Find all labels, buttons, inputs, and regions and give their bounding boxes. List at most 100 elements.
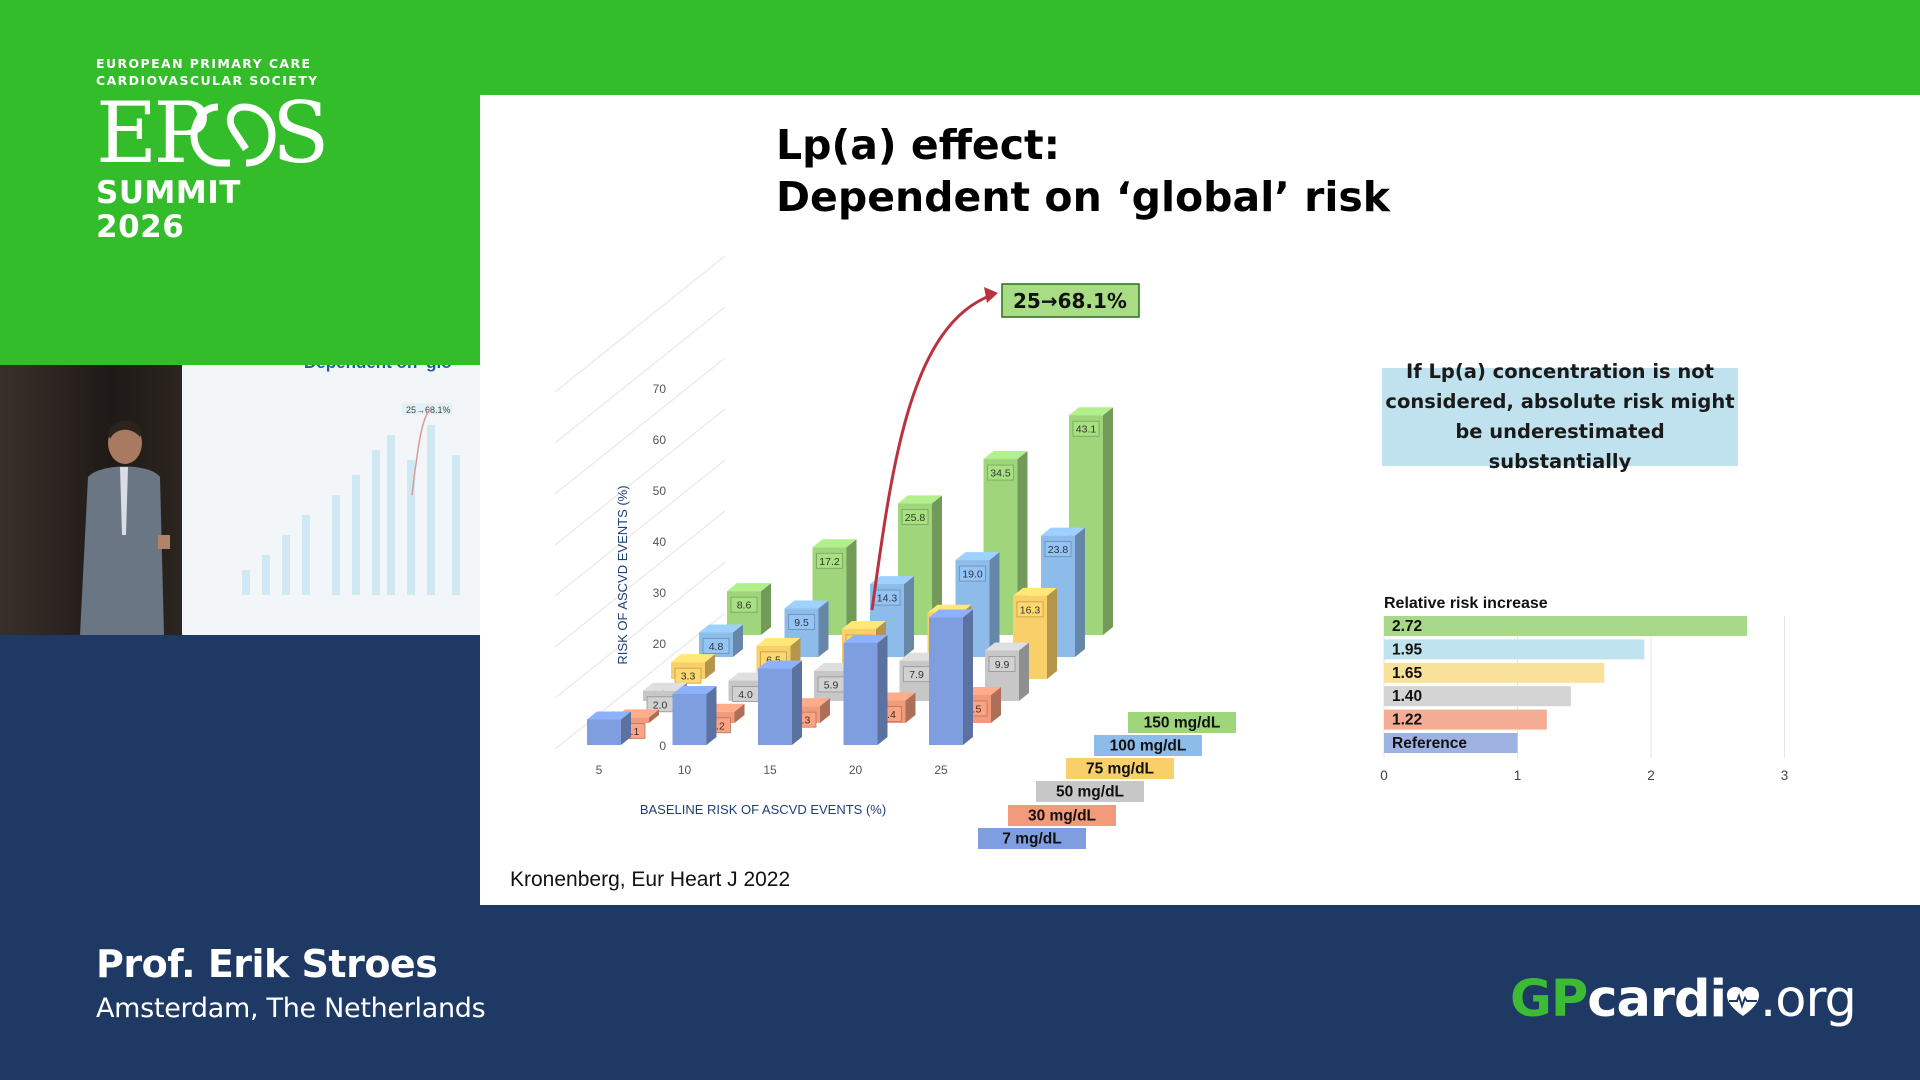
speaker-figure bbox=[80, 420, 170, 635]
data-label: 8.6 bbox=[737, 600, 752, 612]
data-label: 19.0 bbox=[962, 569, 983, 581]
bar: 43.1 bbox=[1069, 407, 1113, 635]
series-label: 75 mg/dL bbox=[1086, 761, 1154, 778]
trend-arrow bbox=[870, 293, 993, 611]
bar-top bbox=[643, 682, 687, 691]
series-label: 7 mg/dL bbox=[1002, 831, 1061, 848]
data-label: 9.5 bbox=[794, 617, 809, 629]
bar-top bbox=[985, 642, 1029, 651]
bar: 2.0 bbox=[643, 682, 687, 713]
bar-top bbox=[955, 552, 1000, 561]
x-tick-label: 15 bbox=[763, 763, 777, 777]
bar-side bbox=[877, 635, 888, 745]
citation: Kronenberg, Eur Heart J 2022 bbox=[510, 868, 791, 891]
x-tick-label: 10 bbox=[678, 763, 692, 777]
bar-side bbox=[932, 495, 942, 635]
bar-top bbox=[898, 495, 942, 504]
bar-top bbox=[784, 600, 829, 609]
y-tick-label: 40 bbox=[653, 535, 667, 549]
rr-bar bbox=[1384, 639, 1645, 660]
rr-bar-label: 1.22 bbox=[1392, 712, 1422, 729]
slide-title-line-1: Lp(a) effect: bbox=[776, 121, 1061, 169]
x-tick-label: 5 bbox=[596, 763, 603, 777]
data-label: 34.5 bbox=[990, 468, 1011, 480]
bar: 4.8 bbox=[699, 624, 743, 657]
y-tick-label: 70 bbox=[653, 382, 667, 396]
gridline bbox=[554, 255, 726, 393]
data-label: 16.3 bbox=[1020, 604, 1041, 616]
gridline bbox=[554, 459, 726, 597]
y-tick-label: 20 bbox=[653, 637, 667, 651]
x-tick-label: 20 bbox=[849, 763, 863, 777]
bar-top bbox=[699, 624, 743, 633]
bar-front bbox=[672, 694, 707, 745]
annotation-text: 25→68.1% bbox=[1013, 289, 1127, 313]
rr-bar bbox=[1384, 733, 1518, 753]
data-label-bg bbox=[730, 596, 758, 613]
data-label: 14.3 bbox=[877, 593, 898, 605]
bar-front bbox=[929, 617, 963, 745]
bar: 9.9 bbox=[985, 642, 1029, 701]
series-label-bg bbox=[1094, 735, 1202, 756]
bar-top bbox=[1041, 527, 1085, 536]
data-label-bg bbox=[1072, 420, 1100, 437]
y-tick-label: 50 bbox=[653, 484, 667, 498]
logo-event: SUMMIT 2026 bbox=[96, 175, 241, 245]
bar-front bbox=[643, 690, 677, 701]
bar-top bbox=[671, 654, 715, 663]
data-label-bg bbox=[674, 667, 702, 684]
series-label: 50 mg/dL bbox=[1056, 784, 1124, 801]
rr-tick-label: 2 bbox=[1647, 768, 1655, 783]
arrow-head bbox=[984, 287, 998, 303]
rr-tick-label: 1 bbox=[1514, 768, 1522, 783]
bar-front bbox=[843, 643, 878, 745]
series-label-bg bbox=[1008, 805, 1116, 826]
rr-bar bbox=[1384, 709, 1547, 730]
series-label-bg bbox=[978, 828, 1086, 849]
rr-title: Relative risk increase bbox=[1384, 595, 1548, 612]
gridline bbox=[554, 510, 726, 648]
bar-top bbox=[870, 576, 914, 585]
data-label: 3.3 bbox=[681, 671, 696, 683]
series-label: 30 mg/dL bbox=[1028, 808, 1096, 825]
data-label: 2.0 bbox=[653, 699, 668, 711]
slide-title-line-2: Dependent on ‘global’ risk bbox=[776, 173, 1391, 221]
projected-slide: Dependent on 'glo 25→68.1% bbox=[182, 365, 480, 635]
presenter-location: Amsterdam, The Netherlands bbox=[96, 993, 486, 1024]
bar: 3.3 bbox=[671, 654, 715, 684]
heart-icon bbox=[1726, 970, 1760, 1029]
data-label: 4.8 bbox=[709, 641, 724, 653]
bar bbox=[929, 609, 973, 745]
data-label-bg bbox=[816, 552, 843, 569]
bar-side bbox=[1019, 642, 1029, 701]
epccs-wordmark: EP S bbox=[96, 84, 330, 182]
bar-front bbox=[587, 719, 621, 745]
data-label: 43.1 bbox=[1076, 424, 1097, 436]
speaker-video: Dependent on 'glo 25→68.1% bbox=[0, 365, 480, 635]
data-label-bg bbox=[987, 464, 1014, 481]
rr-bar-label: Reference bbox=[1392, 735, 1467, 752]
x-tick-label: 25 bbox=[934, 763, 948, 777]
bar-side bbox=[792, 660, 802, 745]
bar-top bbox=[1013, 587, 1057, 596]
series-label: 150 mg/dL bbox=[1144, 715, 1221, 732]
bar-side bbox=[989, 552, 1000, 657]
series-label: 100 mg/dL bbox=[1110, 738, 1187, 755]
y-tick-label: 60 bbox=[653, 433, 667, 447]
logo-panel bbox=[0, 0, 480, 365]
bar-side bbox=[963, 609, 973, 745]
rr-tick-label: 3 bbox=[1781, 768, 1789, 783]
rr-tick-label: 0 bbox=[1380, 768, 1388, 783]
logo-line-2: CARDIOVASCULAR SOCIETY bbox=[96, 73, 319, 88]
bar-side bbox=[846, 539, 857, 635]
bar-top bbox=[587, 711, 631, 720]
bar-front bbox=[758, 668, 792, 745]
rr-bar-label: 1.65 bbox=[1392, 665, 1423, 682]
data-label-bg bbox=[1016, 601, 1044, 618]
projected-slide-title: Dependent on 'glo bbox=[304, 365, 452, 373]
rr-bar-label: 1.95 bbox=[1392, 641, 1423, 658]
bar-top bbox=[842, 621, 886, 630]
bar-side bbox=[820, 698, 830, 723]
bar-side bbox=[761, 583, 771, 635]
data-label: 17.2 bbox=[819, 556, 840, 568]
